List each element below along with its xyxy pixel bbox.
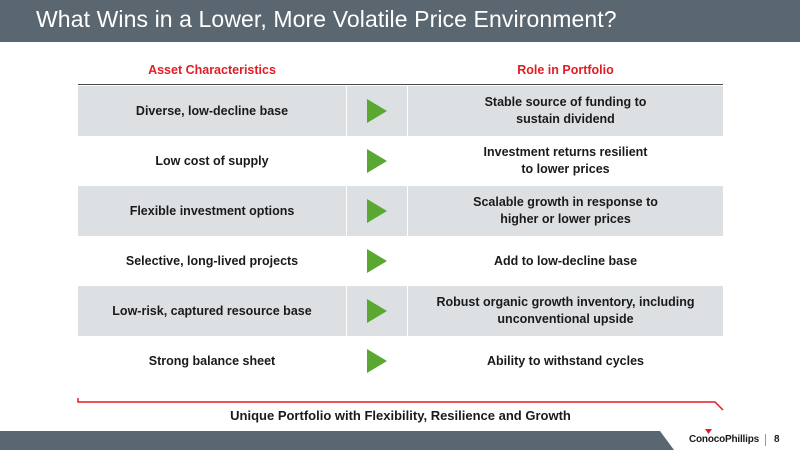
bottom-band [0,431,800,450]
title-bar: What Wins in a Lower, More Volatile Pric… [0,0,800,42]
page-number-divider [765,434,766,446]
slide-title: What Wins in a Lower, More Volatile Pric… [36,6,617,32]
asset-characteristic-cell: Low cost of supply [155,153,269,168]
footer-tagline: Unique Portfolio with Flexibility, Resil… [230,408,571,423]
logo-mark-icon [705,429,712,434]
table-row: Low cost of supply Investment returns re… [78,136,723,186]
arrow-right-icon [367,299,387,323]
table-row: Diverse, low-decline base Stable source … [78,86,723,136]
arrow-right-icon [367,349,387,373]
table-row: Selective, long-lived projects Add to lo… [78,236,723,286]
role-line-1: Robust organic growth inventory, includi… [436,295,695,309]
portfolio-role-cell: Investment returns resilient to lower pri… [408,136,723,186]
asset-characteristic-cell: Diverse, low-decline base [78,86,346,136]
role-line-1: Scalable growth in response to [473,195,658,209]
asset-characteristic-cell: Flexible investment options [78,186,346,236]
arrow-cell [347,236,407,286]
role-line-1: Stable source of funding to [484,95,647,109]
asset-characteristic-cell: Low-risk, captured resource base [78,286,346,336]
arrow-cell [347,86,407,136]
arrow-right-icon [367,249,387,273]
role-line-2: unconventional upside [497,312,634,326]
table-row: Flexible investment options Scalable gro… [78,186,723,236]
table-row: Strong balance sheet Ability to withstan… [78,336,723,386]
role-line-2: sustain dividend [516,112,615,126]
company-logo: ConocoPhillips [689,434,759,445]
portfolio-role-cell: Stable source of funding to sustain divid… [408,86,723,136]
arrow-right-icon [367,99,387,123]
table-row: Low-risk, captured resource base Robust … [78,286,723,336]
column-header-asset-characteristics: Asset Characteristics [148,63,276,77]
page-number: 8 [774,434,780,445]
header-divider [78,84,723,85]
arrow-cell [347,336,407,386]
role-line-1: Ability to withstand cycles [487,353,644,368]
arrow-cell [347,186,407,236]
arrow-right-icon [367,149,387,173]
arrow-right-icon [367,199,387,223]
arrow-cell [347,136,407,186]
role-line-2: higher or lower prices [500,212,631,226]
column-header-role-in-portfolio: Role in Portfolio [517,63,614,77]
portfolio-role-cell: Robust organic growth inventory, includi… [408,286,723,336]
portfolio-role-cell: Ability to withstand cycles [408,336,723,386]
asset-characteristic-cell: Strong balance sheet [148,353,276,368]
portfolio-role-cell: Add to low-decline base [408,236,723,286]
portfolio-role-cell: Scalable growth in response to higher or … [408,186,723,236]
asset-characteristic-cell: Selective, long-lived projects [125,253,299,268]
role-line-1: Investment returns resilient [483,145,648,159]
role-line-2: to lower prices [521,162,610,176]
arrow-cell [347,286,407,336]
role-line-1: Add to low-decline base [493,253,638,268]
